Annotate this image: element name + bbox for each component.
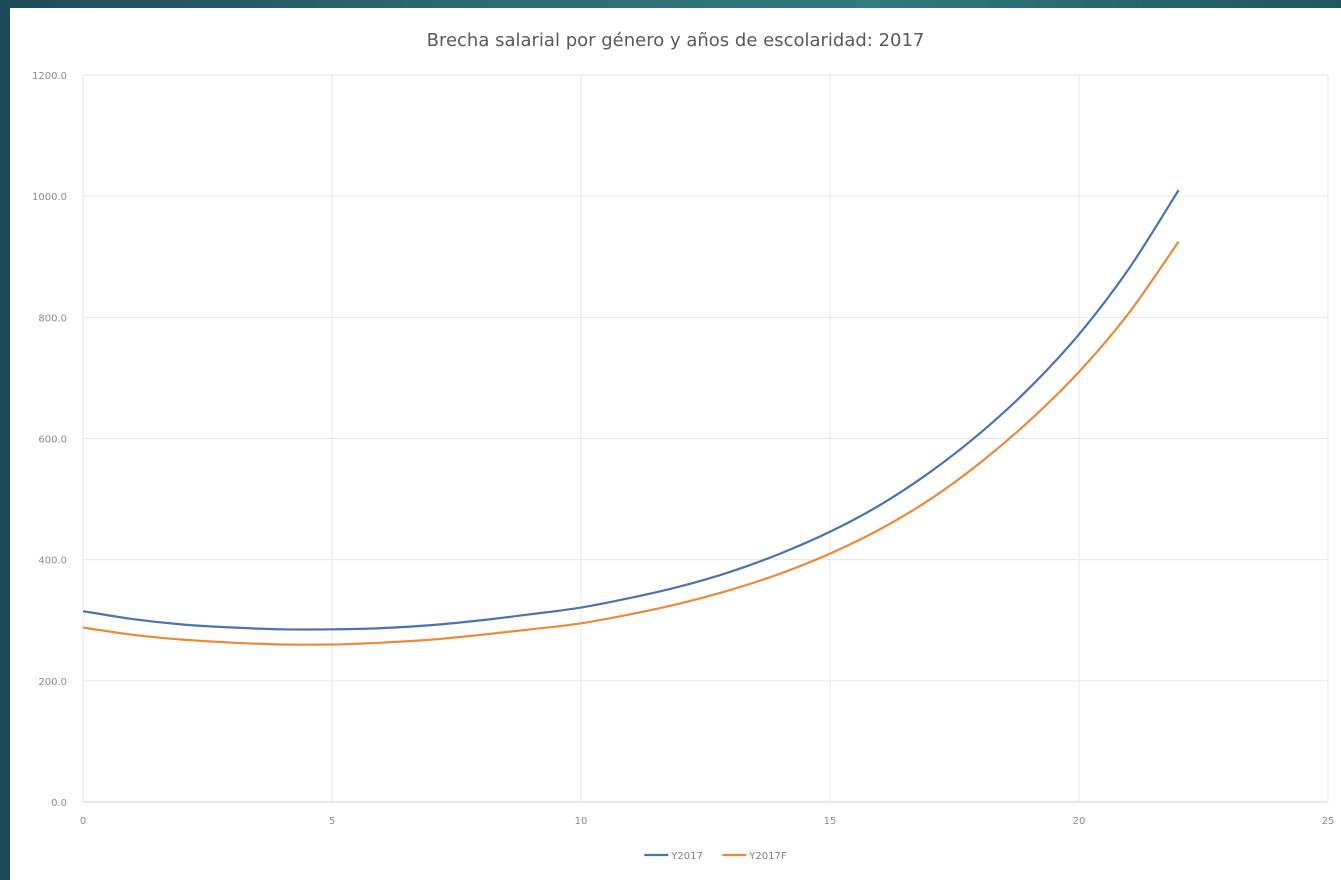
chart-panel: Brecha salarial por género y años de esc… bbox=[10, 8, 1341, 880]
y-tick-label: 1000.0 bbox=[32, 192, 67, 203]
y-tick-label: 400.0 bbox=[38, 556, 67, 567]
y-tick-label: 600.0 bbox=[38, 435, 67, 446]
legend: Y2017 Y2017F bbox=[644, 851, 787, 862]
y-tick-label: 800.0 bbox=[38, 313, 67, 324]
x-tick-label: 5 bbox=[329, 816, 335, 827]
x-tick-label: 20 bbox=[1073, 816, 1086, 827]
y-tick-label: 1200.0 bbox=[32, 71, 67, 82]
series-lines bbox=[82, 189, 1180, 646]
x-tick-label: 10 bbox=[575, 816, 588, 827]
chart-title: Brecha salarial por género y años de esc… bbox=[426, 30, 925, 51]
axis-tick-labels: 0.0 200.0 400.0 600.0 800.0 1000.0 1200.0 0 5 10 1… bbox=[32, 71, 1334, 827]
y-tick-label: 0.0 bbox=[51, 798, 67, 809]
series-line-y2017f bbox=[82, 240, 1180, 646]
y-tick-label: 200.0 bbox=[38, 677, 67, 688]
x-tick-label: 25 bbox=[1322, 816, 1335, 827]
series-line-y2017 bbox=[82, 189, 1180, 631]
x-tick-label: 0 bbox=[80, 816, 86, 827]
x-tick-label: 15 bbox=[824, 816, 837, 827]
grid-lines bbox=[82, 74, 1329, 803]
legend-label: Y2017 bbox=[670, 851, 703, 862]
legend-label: Y2017F bbox=[748, 851, 787, 862]
